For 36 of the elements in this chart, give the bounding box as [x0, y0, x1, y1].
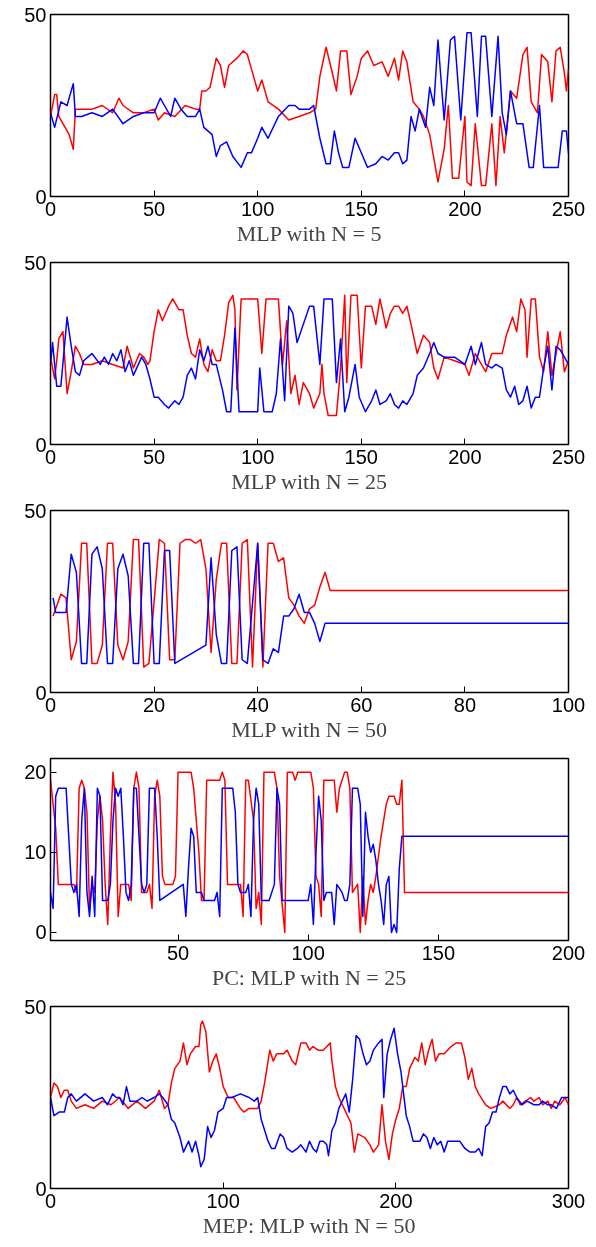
y-tick-label: 50 — [24, 499, 47, 522]
x-tick-label: 50 — [142, 445, 166, 468]
x-tick-label: 100 — [551, 693, 586, 716]
x-tick-label: 60 — [350, 693, 373, 716]
x-tick-label: 250 — [551, 445, 586, 468]
x-axis-title: MLP with N = 5 — [236, 220, 382, 246]
y-tick-label: 50 — [24, 3, 47, 26]
y-tick-label: 10 — [24, 841, 47, 864]
x-tick-label: 200 — [379, 1189, 413, 1212]
x-tick-label: 250 — [551, 197, 586, 220]
line-series — [50, 46, 569, 187]
x-tick-label: 40 — [246, 693, 269, 716]
x-tick-label: 100 — [241, 445, 275, 468]
x-tick-label: 100 — [241, 197, 275, 220]
x-tick-label: 200 — [448, 197, 482, 220]
x-tick-label: 50 — [166, 941, 190, 964]
x-axis-title: MEP: MLP with N = 50 — [202, 1212, 416, 1238]
x-axis-title: MLP with N = 50 — [231, 716, 388, 742]
x-tick-label: 100 — [291, 941, 325, 964]
x-tick-label: 300 — [551, 1189, 586, 1212]
y-tick-label: 50 — [24, 251, 47, 274]
x-tick-label: 80 — [453, 693, 477, 716]
x-tick-label: 200 — [448, 445, 482, 468]
y-tick-label: 20 — [24, 761, 47, 784]
x-tick-label: 150 — [344, 445, 378, 468]
y-tick-label: 0 — [35, 921, 47, 944]
x-tick-label: 100 — [206, 1189, 240, 1212]
y-tick-label: 50 — [24, 995, 47, 1018]
line-series — [50, 31, 569, 169]
x-tick-label: 20 — [142, 693, 166, 716]
x-axis-title: MLP with N = 25 — [231, 468, 388, 494]
x-tick-label: 150 — [421, 941, 456, 964]
x-axis-title: PC: MLP with N = 25 — [211, 964, 407, 990]
x-tick-label: 50 — [142, 197, 166, 220]
x-tick-label: 200 — [551, 941, 586, 964]
x-tick-label: 150 — [344, 197, 378, 220]
